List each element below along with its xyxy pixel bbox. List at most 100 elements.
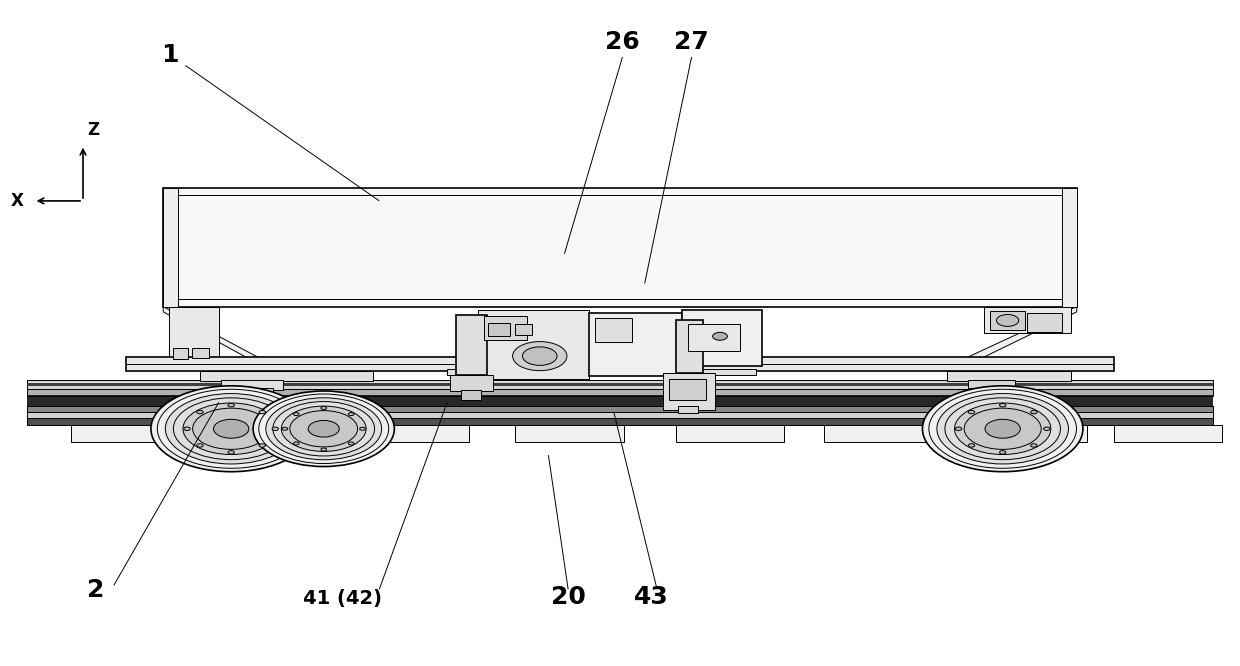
Text: Z: Z bbox=[87, 121, 99, 139]
Circle shape bbox=[955, 403, 1050, 454]
Bar bbox=[676, 320, 703, 373]
Bar bbox=[27, 418, 1213, 426]
Bar bbox=[461, 390, 481, 400]
Bar bbox=[456, 315, 486, 374]
Circle shape bbox=[228, 451, 234, 454]
Bar bbox=[450, 374, 492, 391]
Circle shape bbox=[1030, 444, 1037, 447]
Bar bbox=[27, 406, 1213, 412]
Circle shape bbox=[968, 444, 975, 447]
Circle shape bbox=[1044, 427, 1050, 430]
Circle shape bbox=[281, 428, 288, 430]
Bar bbox=[515, 324, 532, 335]
Text: X: X bbox=[11, 192, 24, 210]
Bar bbox=[670, 378, 707, 400]
Bar bbox=[126, 357, 1114, 372]
Circle shape bbox=[309, 420, 340, 437]
Bar bbox=[192, 348, 208, 358]
Bar bbox=[515, 425, 624, 442]
Circle shape bbox=[272, 427, 279, 430]
Text: 41 (42): 41 (42) bbox=[303, 589, 382, 608]
Circle shape bbox=[253, 391, 394, 467]
Bar bbox=[448, 370, 756, 374]
Circle shape bbox=[999, 404, 1006, 407]
Circle shape bbox=[923, 386, 1083, 472]
Polygon shape bbox=[164, 306, 268, 370]
Bar bbox=[823, 425, 932, 442]
Text: 2: 2 bbox=[87, 578, 104, 602]
Circle shape bbox=[165, 394, 296, 464]
Bar bbox=[27, 412, 1213, 418]
Text: 20: 20 bbox=[551, 585, 585, 609]
Bar bbox=[27, 380, 1213, 389]
Circle shape bbox=[184, 403, 279, 454]
Circle shape bbox=[259, 410, 265, 414]
Bar bbox=[589, 313, 682, 376]
Circle shape bbox=[151, 386, 311, 472]
Circle shape bbox=[512, 342, 567, 371]
Circle shape bbox=[265, 398, 382, 460]
Bar bbox=[201, 372, 373, 381]
Circle shape bbox=[228, 404, 234, 407]
Bar bbox=[27, 396, 1213, 406]
Circle shape bbox=[713, 332, 728, 340]
Text: 1: 1 bbox=[161, 43, 179, 67]
Polygon shape bbox=[966, 306, 1076, 366]
Bar bbox=[170, 306, 218, 363]
Bar bbox=[71, 425, 180, 442]
Bar bbox=[1061, 188, 1076, 306]
Circle shape bbox=[937, 394, 1069, 464]
Circle shape bbox=[294, 412, 299, 416]
Bar bbox=[221, 380, 283, 390]
Bar bbox=[595, 318, 632, 342]
Text: 43: 43 bbox=[634, 585, 668, 609]
Bar bbox=[207, 425, 315, 442]
Text: 26: 26 bbox=[605, 30, 640, 54]
Circle shape bbox=[968, 410, 975, 414]
Text: 27: 27 bbox=[675, 30, 709, 54]
Circle shape bbox=[522, 347, 557, 366]
Bar bbox=[663, 373, 715, 410]
Circle shape bbox=[259, 444, 265, 447]
Bar bbox=[678, 406, 698, 413]
Circle shape bbox=[348, 442, 353, 445]
Circle shape bbox=[999, 451, 1006, 454]
Bar bbox=[968, 380, 1016, 388]
Circle shape bbox=[192, 408, 269, 450]
Bar bbox=[985, 306, 1070, 333]
Circle shape bbox=[197, 444, 203, 447]
Bar bbox=[487, 323, 510, 336]
Circle shape bbox=[321, 448, 326, 451]
Circle shape bbox=[997, 314, 1019, 326]
Bar bbox=[978, 425, 1086, 442]
Bar bbox=[688, 324, 740, 351]
Bar bbox=[361, 425, 470, 442]
Bar bbox=[479, 310, 589, 379]
Circle shape bbox=[290, 411, 357, 447]
Circle shape bbox=[294, 442, 299, 445]
Circle shape bbox=[197, 410, 203, 414]
Circle shape bbox=[360, 428, 366, 430]
Bar bbox=[174, 348, 188, 360]
Bar bbox=[947, 372, 1070, 381]
Circle shape bbox=[321, 406, 326, 410]
Bar bbox=[164, 188, 179, 306]
Bar bbox=[27, 382, 1213, 386]
Circle shape bbox=[1030, 410, 1037, 414]
Bar bbox=[676, 425, 784, 442]
Circle shape bbox=[955, 427, 962, 430]
Bar bbox=[991, 311, 1025, 330]
Bar bbox=[1114, 425, 1223, 442]
Bar bbox=[682, 310, 761, 366]
Bar bbox=[1028, 313, 1061, 332]
Bar bbox=[27, 389, 1213, 396]
Bar bbox=[231, 388, 273, 396]
Circle shape bbox=[213, 420, 249, 438]
Circle shape bbox=[184, 427, 190, 430]
Bar bbox=[484, 316, 527, 340]
Circle shape bbox=[965, 408, 1042, 450]
Circle shape bbox=[281, 406, 366, 452]
Circle shape bbox=[985, 420, 1021, 438]
Bar bbox=[164, 188, 1076, 306]
Circle shape bbox=[348, 412, 353, 416]
